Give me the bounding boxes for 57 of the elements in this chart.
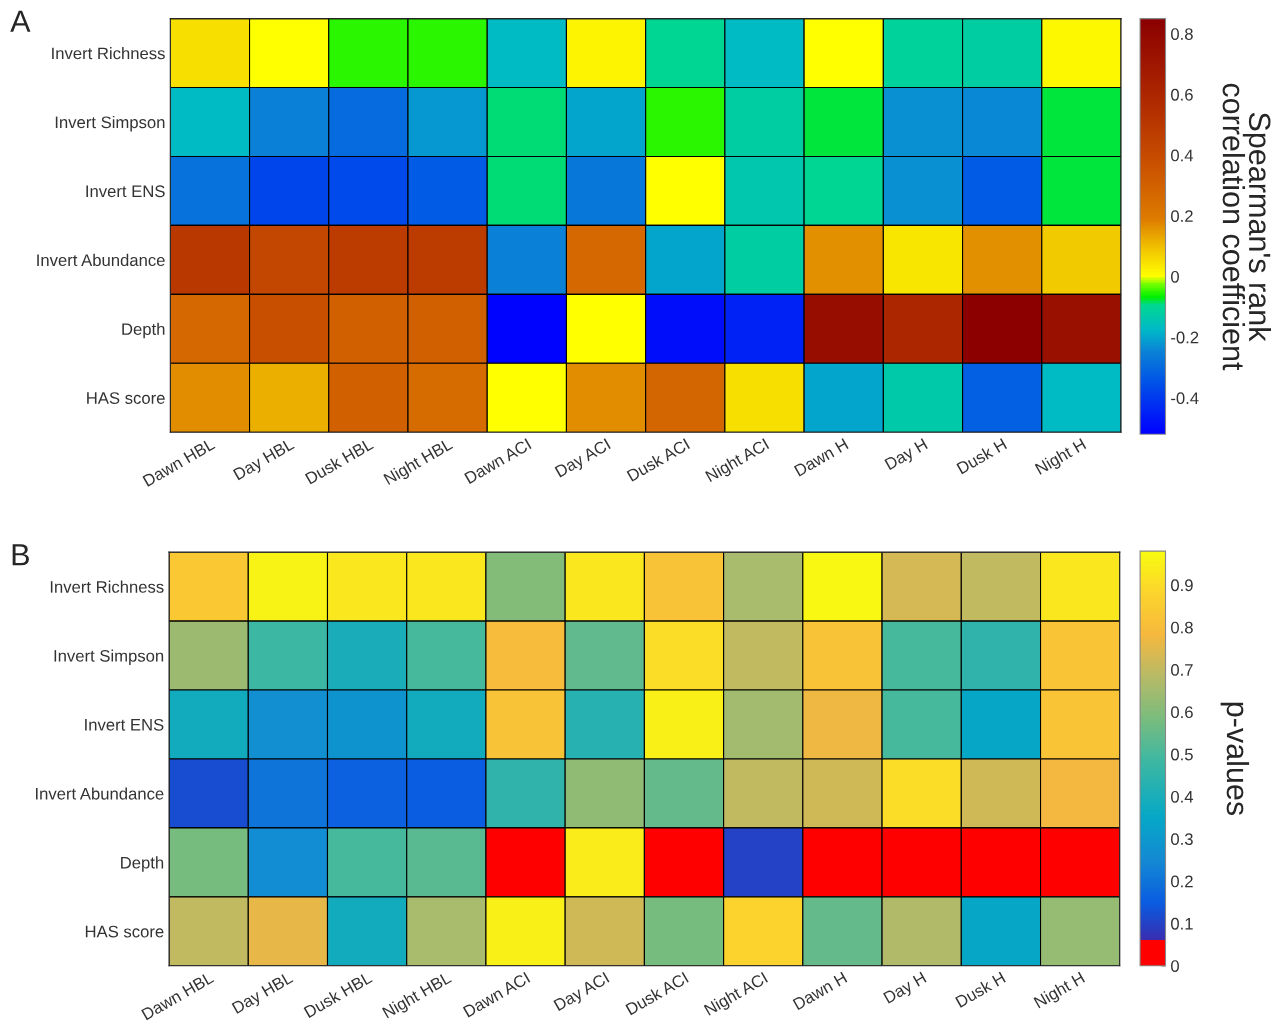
y-tick-label: Depth [122,322,165,339]
color-bar-label: 0 [1171,960,1179,972]
color-bar-label: 0.4 [1171,790,1194,803]
x-tick-label: Dusk H [956,437,1008,475]
color-bar-label: 0 [1171,270,1179,283]
y-tick-label: Invert Simpson [55,115,165,132]
color-bar-label: 0.2 [1171,875,1193,888]
x-tick-label: Day HBL [231,971,296,1017]
x-tick-label: Night ACI [704,437,771,486]
x-tick-label: Night HBL [381,970,454,1022]
y-tick-label: Invert Simpson [54,649,164,666]
color-bar-label: 0.5 [1171,748,1193,761]
color-bar-title: p-values [1220,702,1250,816]
x-tick-label: Night ACI [703,971,770,1019]
color-bar-label: 0.7 [1171,663,1193,676]
x-tick-label: Day H [883,971,929,1007]
x-tick-label: Day H [884,438,930,473]
y-tick-label: Invert Richness [52,47,165,60]
x-tick-label: Dawn H [792,971,848,1011]
color-bar-label: -0.4 [1171,392,1199,405]
color-bar-label: 0.2 [1171,210,1193,223]
x-tick-label: Dawn H [793,438,849,477]
y-tick-label: HAS score [85,925,164,938]
chart-title: A [10,10,31,32]
color-bar-label: 0.8 [1171,621,1193,634]
color-bar-label: 0.4 [1171,149,1194,162]
x-tick-label: Night HBL [383,437,455,488]
y-tick-label: HAS score [87,392,165,404]
x-tick-label: Dawn HBL [141,971,215,1021]
chart-title: B [12,544,29,566]
x-tick-label: Dawn ACI [464,438,532,485]
x-tick-label: Night H [1034,437,1088,478]
color-bar-label: 0.1 [1171,917,1193,930]
x-tick-label: Dusk HBL [304,437,375,485]
y-tick-label: Invert Abundance [36,787,164,800]
x-tick-label: Day ACI [553,971,612,1014]
y-tick-label: Depth [121,856,164,872]
color-bar-label: 0.6 [1171,706,1193,719]
color-bar-label: 0.9 [1171,579,1193,592]
x-tick-label: Dawn HBL [142,437,216,487]
color-bar-label: 0.6 [1171,88,1193,101]
x-tick-label: Dusk HBL [303,970,373,1019]
x-tick-label: Dusk ACI [625,971,689,1016]
y-tick-label: Invert Richness [50,580,164,593]
y-tick-label: Invert ENS [85,718,164,731]
color-bar-label: 0.3 [1171,833,1193,846]
x-tick-label: Day HBL [232,437,297,484]
y-tick-label: Invert Abundance [37,253,165,267]
y-tick-label: Invert ENS [86,185,165,198]
x-tick-label: Dusk ACI [626,437,691,482]
color-bar-title: Spearman's rank correlation coefficient [1222,83,1271,371]
x-tick-label: Night H [1033,971,1087,1012]
x-tick-label: Dusk H [954,971,1006,1008]
x-tick-label: Dawn ACI [462,971,531,1018]
color-bar-label: -0.2 [1171,331,1199,344]
x-tick-label: Day ACI [554,438,613,481]
color-bar-label: 0.8 [1171,28,1193,40]
